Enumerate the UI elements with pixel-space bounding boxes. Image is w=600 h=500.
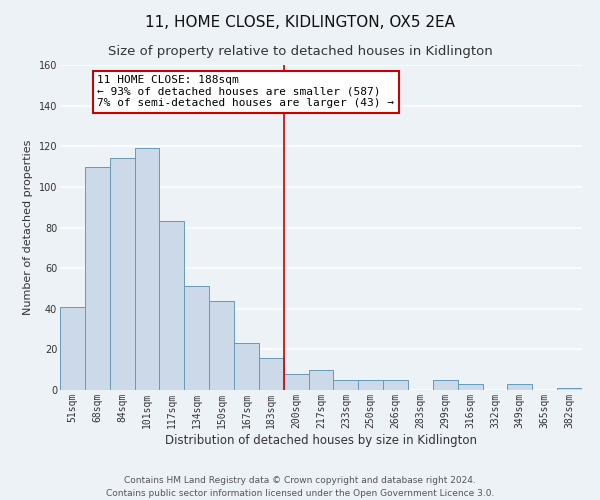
Bar bbox=[308, 370, 334, 390]
Bar bbox=[508, 384, 532, 390]
Bar bbox=[433, 380, 458, 390]
Bar bbox=[557, 388, 582, 390]
Y-axis label: Number of detached properties: Number of detached properties bbox=[23, 140, 33, 315]
Text: Contains HM Land Registry data © Crown copyright and database right 2024.
Contai: Contains HM Land Registry data © Crown c… bbox=[106, 476, 494, 498]
Bar bbox=[60, 306, 85, 390]
Bar bbox=[209, 300, 234, 390]
Bar bbox=[284, 374, 308, 390]
Bar bbox=[358, 380, 383, 390]
Text: 11 HOME CLOSE: 188sqm
← 93% of detached houses are smaller (587)
7% of semi-deta: 11 HOME CLOSE: 188sqm ← 93% of detached … bbox=[97, 75, 394, 108]
Text: 11, HOME CLOSE, KIDLINGTON, OX5 2EA: 11, HOME CLOSE, KIDLINGTON, OX5 2EA bbox=[145, 15, 455, 30]
Bar bbox=[383, 380, 408, 390]
Bar bbox=[160, 222, 184, 390]
Bar bbox=[184, 286, 209, 390]
Bar bbox=[134, 148, 160, 390]
Bar bbox=[458, 384, 482, 390]
X-axis label: Distribution of detached houses by size in Kidlington: Distribution of detached houses by size … bbox=[165, 434, 477, 446]
Bar bbox=[234, 344, 259, 390]
Text: Size of property relative to detached houses in Kidlington: Size of property relative to detached ho… bbox=[107, 45, 493, 58]
Bar bbox=[334, 380, 358, 390]
Bar bbox=[259, 358, 284, 390]
Bar bbox=[110, 158, 134, 390]
Bar bbox=[85, 166, 110, 390]
